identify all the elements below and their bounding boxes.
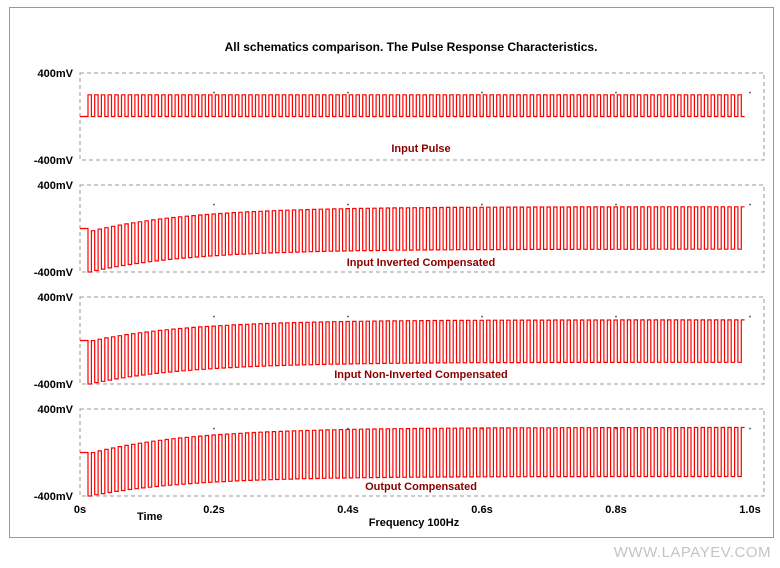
x-axis-title: Frequency 100Hz (369, 517, 460, 529)
x-axis-time-label: Time (137, 511, 162, 523)
grid-dot (749, 203, 751, 206)
panel-3: 400mV -400mV Input Non-Inverted Compensate… (34, 292, 765, 391)
grid-dot (481, 203, 483, 206)
x-tick-label: 0.8s (605, 504, 626, 516)
y-axis-bottom-label: -400mV (34, 267, 74, 279)
series-label: Input Pulse (391, 143, 450, 155)
trace-line (80, 426, 745, 497)
series-label: Output Compensated (365, 481, 477, 493)
panel-1: 400mV -400mV Input Pulse (34, 68, 765, 167)
x-tick-label: 1.0s (739, 504, 760, 516)
panel-2: 400mV -400mV Input Inverted Compensated (34, 180, 765, 279)
grid-dot (749, 91, 751, 94)
y-axis-bottom-label: -400mV (34, 155, 74, 167)
chart-title: All schematics comparison. The Pulse Res… (225, 40, 598, 54)
x-tick-label: 0.6s (471, 504, 492, 516)
panel-4: 400mV -400mV Output Compensated (34, 404, 765, 503)
grid-dot (615, 203, 617, 206)
grid-dot (749, 427, 751, 430)
grid-dot (481, 315, 483, 318)
y-axis-top-label: 400mV (38, 292, 74, 304)
watermark: WWW.LAPAYEV.COM (613, 544, 771, 561)
grid-dot (213, 91, 215, 94)
y-axis-bottom-label: -400mV (34, 491, 74, 503)
grid-dot (213, 315, 215, 318)
trace-line (80, 206, 745, 273)
trace-line (80, 319, 745, 385)
grid-dot (481, 91, 483, 94)
series-label: Input Non-Inverted Compensated (334, 369, 508, 381)
grid-dot (347, 203, 349, 206)
grid-dot (749, 315, 751, 318)
grid-dot (347, 91, 349, 94)
y-axis-bottom-label: -400mV (34, 379, 74, 391)
trace-line (80, 94, 745, 118)
grid-dot (213, 427, 215, 430)
grid-dot (213, 203, 215, 206)
panels: 400mV -400mV Input Pulse 400mV -400mV Input I… (34, 68, 765, 503)
x-tick-label: 0.2s (203, 504, 224, 516)
y-axis-top-label: 400mV (38, 68, 74, 80)
y-axis-top-label: 400mV (38, 404, 74, 416)
grid-dot (347, 315, 349, 318)
grid-dot (615, 315, 617, 318)
x-tick-label: 0.4s (337, 504, 358, 516)
x-tick-label: 0s (74, 504, 86, 516)
x-axis: Time Frequency 100Hz 0s 0.2s 0.4s 0.6s 0.8s 1… (74, 504, 761, 529)
grid-dot (615, 91, 617, 94)
y-axis-top-label: 400mV (38, 180, 74, 192)
series-label: Input Inverted Compensated (347, 257, 496, 269)
